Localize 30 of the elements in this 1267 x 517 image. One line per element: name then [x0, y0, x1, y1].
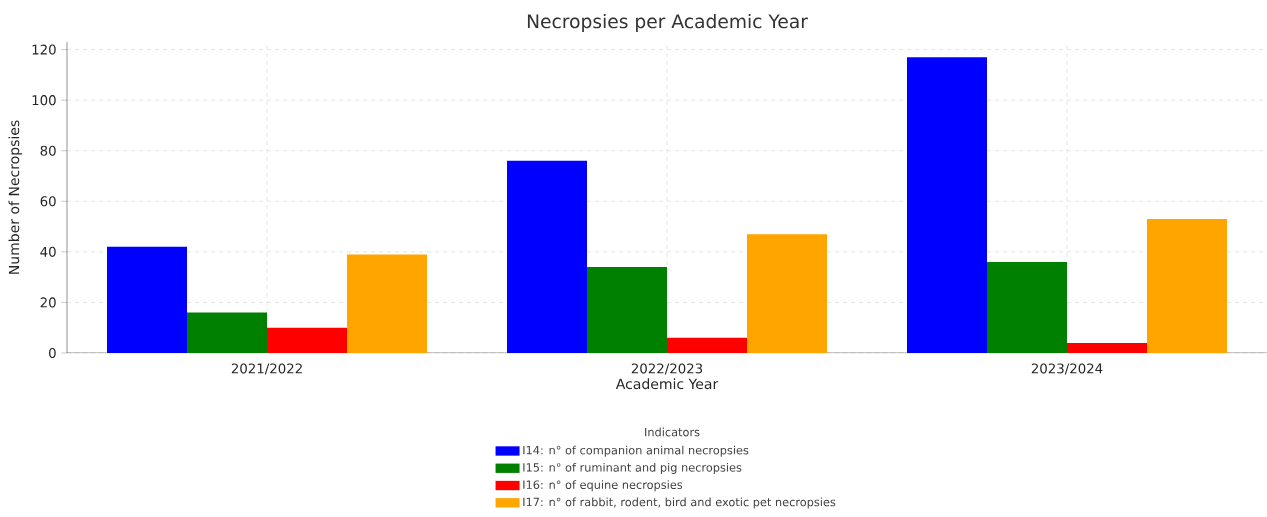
x-tick-label: 2021/2022	[231, 363, 302, 375]
y-tick-label: 0	[49, 347, 56, 359]
bar	[187, 312, 268, 353]
legend-label: I17: n° of rabbit, rodent, bird and exotic pet necropsies	[523, 497, 836, 509]
bar	[907, 57, 987, 353]
legend-label: I15: n° of ruminant and pig necropsies	[523, 462, 742, 474]
bar	[107, 246, 188, 353]
bar	[347, 254, 428, 353]
bar	[1147, 218, 1227, 353]
y-tick-label: 80	[40, 145, 56, 156]
x-axis-title: Academic Year	[615, 378, 719, 390]
y-tick-label: 100	[32, 95, 56, 106]
bar	[587, 267, 668, 353]
bar	[667, 337, 748, 353]
bar	[507, 160, 588, 353]
bar	[1067, 342, 1147, 353]
x-tick-label: 2022/2023	[631, 363, 703, 375]
x-tick-label: 2023/2024	[1031, 363, 1103, 375]
legend-title: Indicators	[645, 427, 700, 437]
y-tick-label: 120	[32, 44, 56, 55]
y-axis-title: Number of Necropsies	[8, 120, 23, 274]
bar	[267, 327, 348, 353]
legend-label: I14: n° of companion animal necropsies	[523, 445, 749, 457]
bar	[747, 234, 828, 353]
chart-title: Necropsies per Academic Year	[527, 13, 808, 32]
y-tick-label: 60	[40, 196, 56, 207]
y-tick-label: 40	[40, 246, 56, 257]
bar	[987, 261, 1067, 353]
legend-label: I16: n° of equine necropsies	[523, 480, 683, 492]
y-tick-label: 20	[40, 297, 56, 308]
